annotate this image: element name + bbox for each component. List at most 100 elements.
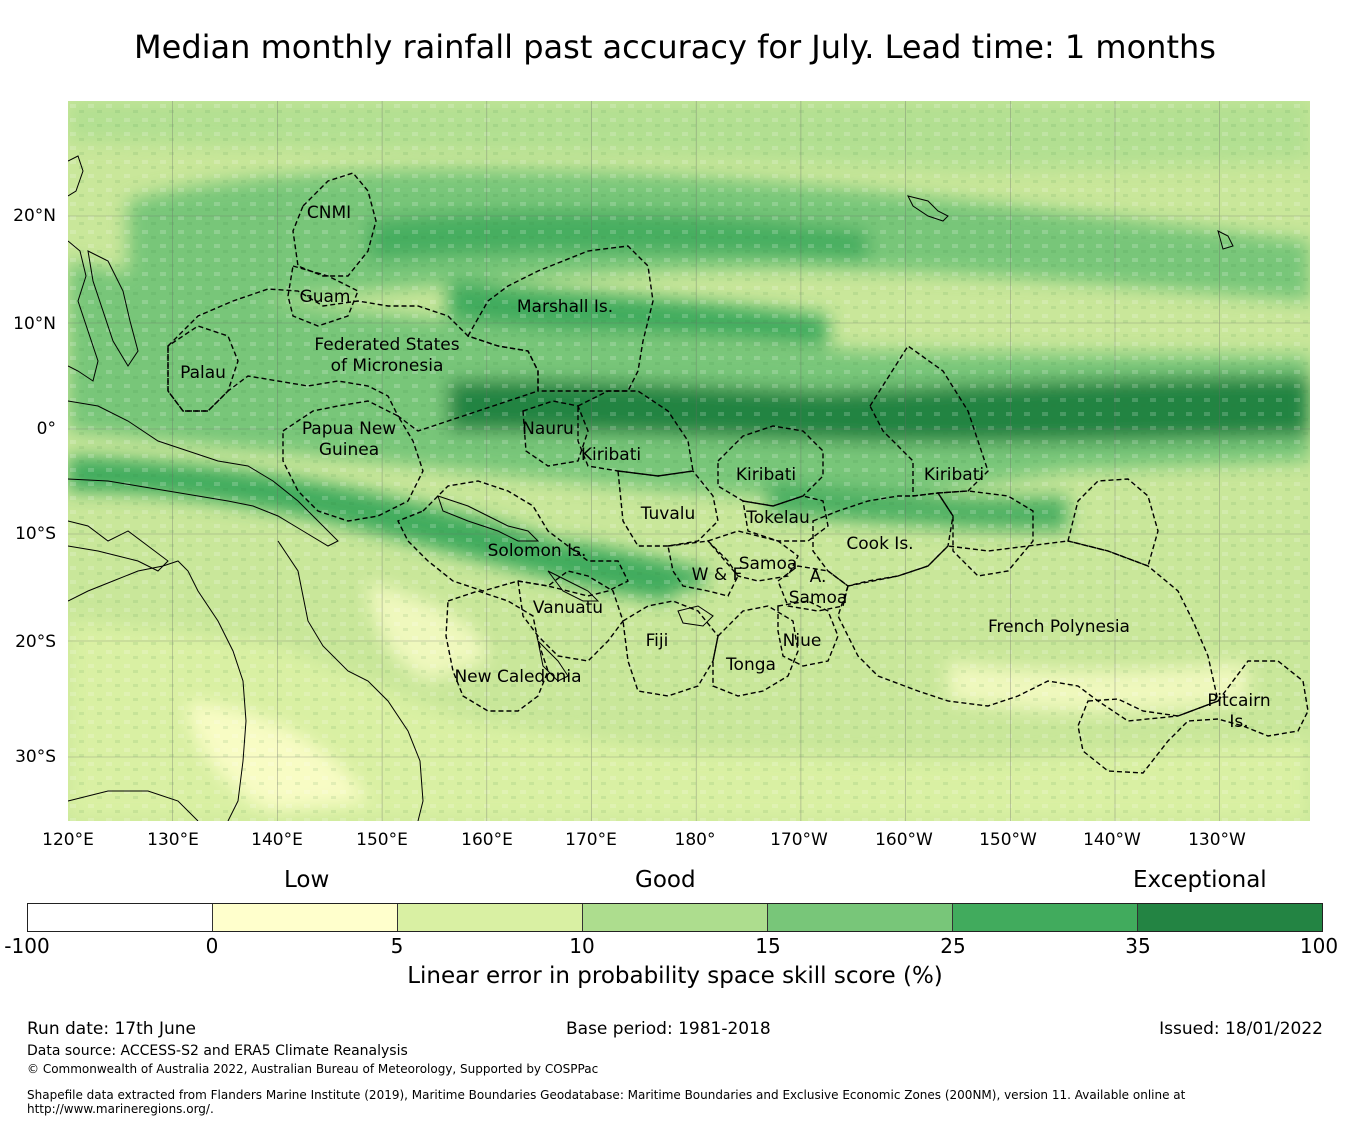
boundary-kiribati-phoenix: [717, 425, 824, 507]
graticule: [68, 101, 1310, 821]
region-label-american-samoa: A. Samoa: [789, 567, 848, 608]
copyright: © Commonwealth of Australia 2022, Austra…: [27, 1062, 599, 1076]
region-label-kiribati-line: Kiribati: [924, 465, 984, 485]
boundary-marshall: [466, 245, 654, 392]
region-label-png: Papua New Guinea: [302, 419, 396, 460]
boundary-png: [282, 400, 424, 522]
lon-label-170w: 170°W: [770, 830, 828, 850]
region-label-samoa: Samoa: [739, 554, 798, 574]
colorbar-tick: 10: [569, 934, 595, 958]
page-title: Median monthly rainfall past accuracy fo…: [134, 28, 1216, 66]
lon-label-150w: 150°W: [979, 830, 1037, 850]
colorbar-label: Linear error in probability space skill …: [407, 963, 943, 989]
lon-label-130w: 130°W: [1188, 830, 1246, 850]
boundary-pitcairn: [1077, 660, 1309, 774]
shapefile-url: http://www.marineregions.org/.: [27, 1102, 214, 1116]
lat-label-0: 0°: [36, 419, 56, 439]
lon-label-120e: 120°E: [42, 830, 94, 850]
region-label-nauru: Nauru: [522, 419, 574, 439]
boundary-vanuatu: [517, 570, 624, 662]
colorbar-segment: [28, 904, 213, 931]
region-label-tuvalu: Tuvalu: [640, 504, 696, 524]
boundary-palau: [167, 325, 239, 412]
boundary-wallis-futuna: [667, 540, 739, 597]
colorbar-segment: [768, 904, 953, 931]
region-label-cook: Cook Is.: [846, 534, 913, 554]
boundary-marquesas: [1067, 478, 1159, 567]
region-labels: CNMI Guam Marshall Is. Federated States o…: [180, 203, 1271, 732]
boundary-french-polynesia: [837, 540, 1219, 722]
boundary-american-samoa: [777, 565, 849, 612]
colorbar-tick: 25: [940, 934, 966, 958]
eez-boundaries: [167, 172, 1309, 774]
boundary-fiji: [622, 600, 719, 697]
boundary-kiribati-gilbert: [577, 390, 694, 477]
shapefile-credit: Shapefile data extracted from Flanders M…: [27, 1088, 1186, 1102]
region-label-french-polynesia: French Polynesia: [988, 617, 1130, 637]
legend-category-exceptional: Exceptional: [1133, 867, 1267, 893]
boundary-cook-north: [812, 492, 954, 587]
lon-label-170e: 170°E: [565, 830, 617, 850]
colorbar-tick: 0: [205, 934, 219, 958]
region-label-tonga: Tonga: [725, 655, 776, 675]
lon-label-180: 180°: [674, 830, 716, 850]
legend-category-low: Low: [284, 867, 330, 893]
boundary-nauru: [522, 400, 589, 467]
boundary-niue: [777, 600, 839, 667]
run-date: Run date: 17th June: [27, 1019, 196, 1039]
lat-label-20n: 20°N: [13, 206, 56, 226]
base-period: Base period: 1981-2018: [566, 1019, 771, 1039]
lon-label-160e: 160°E: [461, 830, 513, 850]
colorbar-tick: 100: [1299, 934, 1339, 958]
region-label-pitcairn: Pitcairn Is.: [1207, 691, 1270, 732]
colorbar-segment: [953, 904, 1138, 931]
noise-texture: [68, 101, 1310, 821]
boundary-guam: [287, 265, 359, 327]
coastlines: [68, 155, 1234, 821]
region-label-new-caledonia: New Caledonia: [454, 667, 581, 687]
boundary-solomon: [397, 480, 629, 597]
region-label-tokelau: Tokelau: [745, 508, 810, 528]
boundary-fsm: [167, 288, 539, 432]
region-label-vanuatu: Vanuatu: [533, 598, 603, 618]
lat-label-20s: 20°S: [15, 632, 56, 652]
region-label-palau: Palau: [180, 363, 226, 383]
region-label-cnmi: CNMI: [307, 203, 351, 223]
colorbar-tick: 35: [1125, 934, 1151, 958]
lat-label-10n: 10°N: [13, 314, 56, 334]
colorbar-segment: [398, 904, 583, 931]
colorbar-tick: 15: [755, 934, 781, 958]
region-label-wallis-futuna: W & F: [692, 565, 743, 585]
legend-category-good: Good: [635, 867, 696, 893]
region-label-guam: Guam: [300, 287, 351, 307]
boundary-kiribati-line: [869, 345, 989, 497]
lon-label-140w: 140°W: [1083, 830, 1141, 850]
lon-label-150e: 150°E: [356, 830, 408, 850]
issued-date: Issued: 18/01/2022: [1159, 1019, 1323, 1039]
region-label-niue: Niue: [783, 631, 822, 651]
boundary-new-caledonia: [445, 590, 549, 712]
boundary-tonga: [712, 605, 799, 697]
region-label-kiribati-gilbert: Kiribati: [581, 445, 641, 465]
region-label-solomon: Solomon Is.: [488, 541, 587, 561]
colorbar: [27, 903, 1323, 932]
data-source: Data source: ACCESS-S2 and ERA5 Climate …: [27, 1043, 408, 1059]
region-label-fsm: Federated States of Micronesia: [314, 335, 459, 376]
boundary-tuvalu: [617, 470, 719, 547]
lat-label-10s: 10°S: [15, 524, 56, 544]
boundary-cnmi: [292, 172, 377, 277]
colorbar-segment: [583, 904, 768, 931]
colorbar-tick: -100: [4, 934, 50, 958]
boundary-tokelau: [742, 495, 829, 542]
region-label-kiribati-phoenix: Kiribati: [736, 465, 796, 485]
colorbar-tick: 5: [390, 934, 404, 958]
lon-label-140e: 140°E: [251, 830, 303, 850]
lat-label-30s: 30°S: [15, 747, 56, 767]
lon-label-130e: 130°E: [147, 830, 199, 850]
map-canvas: CNMI Guam Marshall Is. Federated States o…: [68, 101, 1310, 821]
region-label-fiji: Fiji: [646, 631, 669, 651]
lon-label-160w: 160°W: [875, 830, 933, 850]
region-label-marshall: Marshall Is.: [517, 297, 613, 317]
colorbar-segment: [213, 904, 398, 931]
colorbar-segment: [1138, 904, 1322, 931]
